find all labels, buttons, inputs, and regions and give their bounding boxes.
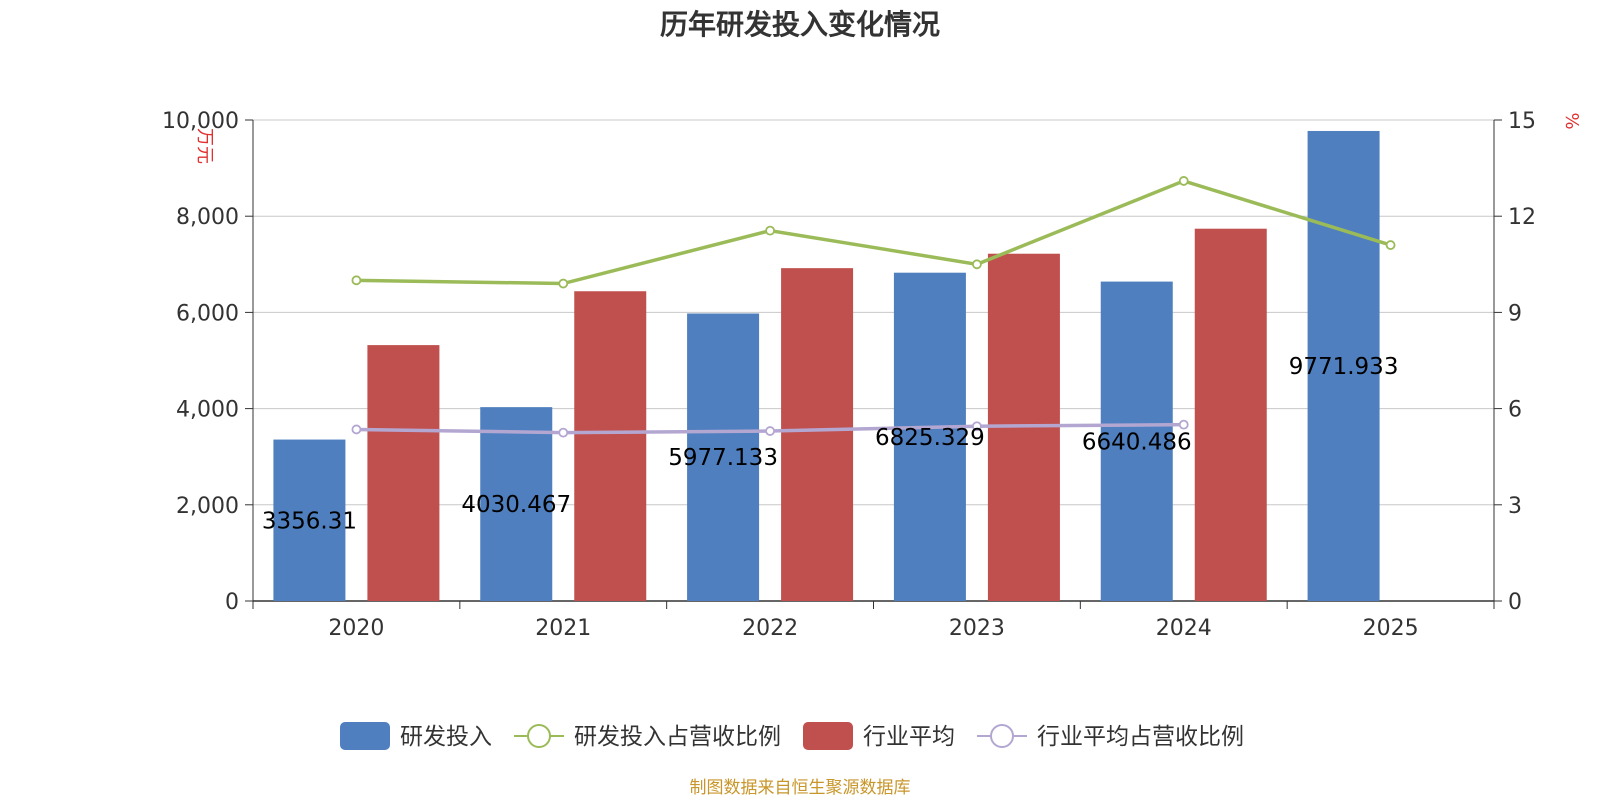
x-tick-label: 2025 <box>1363 616 1419 641</box>
legend-swatch-研发投入 <box>340 722 390 750</box>
y-left-tick-label: 8,000 <box>176 205 239 230</box>
y-right-tick-label: 12 <box>1508 205 1536 230</box>
legend-label: 行业平均占营收比例 <box>1037 724 1244 750</box>
bar-行业平均 <box>781 268 854 601</box>
y-left-tick-label: 4,000 <box>176 398 239 423</box>
legend-label: 行业平均 <box>863 724 955 750</box>
legend-label: 研发投入 <box>400 724 492 750</box>
point-研发投入占营收比例 <box>765 225 775 236</box>
bar-研发投入 <box>1307 130 1380 601</box>
data-label: 6640.486 <box>1082 429 1192 455</box>
line-研发投入占营收比例 <box>356 179 1392 286</box>
y-left-tick-label: 0 <box>225 590 239 615</box>
bar-行业平均 <box>367 345 440 601</box>
bar-行业平均 <box>574 291 647 601</box>
point-行业平均占营收比例 <box>972 421 982 432</box>
y-right-unit: % <box>1561 112 1582 129</box>
y-left-tick-label: 6,000 <box>176 301 239 326</box>
legend-marker-行业平均占营收比例 <box>990 724 1014 748</box>
y-right-tick-label: 15 <box>1508 109 1536 134</box>
data-label: 9771.933 <box>1289 354 1399 380</box>
y-left-tick-label: 10,000 <box>162 109 239 134</box>
y-right-tick-label: 9 <box>1508 301 1522 326</box>
y-right-tick-label: 6 <box>1508 398 1522 423</box>
point-研发投入占营收比例 <box>558 278 569 289</box>
x-tick-label: 2021 <box>535 616 591 641</box>
data-label: 6825.329 <box>875 425 985 451</box>
y-right-tick-label: 3 <box>1508 494 1522 519</box>
grid-lines <box>253 119 1494 506</box>
lines <box>351 176 1396 438</box>
point-行业平均占营收比例 <box>558 427 569 438</box>
source-note: 制图数据来自恒生聚源数据库 <box>690 778 911 798</box>
point-行业平均占营收比例 <box>765 426 775 436</box>
bar-研发投入 <box>687 313 760 601</box>
x-tick-label: 2020 <box>328 616 384 641</box>
axes: 0 2,000 4,000 6,000 8,000 10,000 0 3 6 9 12 15 万元% 20… <box>162 109 1582 641</box>
bar-研发投入 <box>893 272 966 601</box>
bar-研发投入 <box>1100 281 1173 601</box>
legend-label: 研发投入占营收比例 <box>574 724 781 750</box>
legend: 研发投入 研发投入占营收比例 行业平均 行业平均占营收比例 <box>340 722 1244 750</box>
data-labels: 3356.31 4030.467 5977.133 6825.329 6640.486 9… <box>262 354 1399 534</box>
point-研发投入占营收比例 <box>1178 176 1189 186</box>
y-right-tick-label: 0 <box>1508 590 1522 615</box>
bar-行业平均 <box>1194 228 1267 601</box>
bar-研发投入 <box>273 439 346 601</box>
point-行业平均占营收比例 <box>1178 419 1189 430</box>
bar-研发投入 <box>480 407 553 601</box>
data-label: 5977.133 <box>668 445 778 471</box>
data-label: 4030.467 <box>461 492 571 518</box>
y-left-unit: 万元 <box>194 128 215 164</box>
data-label: 3356.31 <box>262 508 357 534</box>
x-tick-label: 2022 <box>742 616 798 641</box>
x-tick-label: 2024 <box>1156 616 1212 641</box>
y-left-tick-label: 2,000 <box>176 494 239 519</box>
bars <box>273 130 1380 601</box>
legend-swatch-行业平均 <box>803 722 853 750</box>
point-行业平均占营收比例 <box>351 424 362 435</box>
point-研发投入占营收比例 <box>1385 240 1396 250</box>
point-研发投入占营收比例 <box>972 259 982 270</box>
x-tick-label: 2023 <box>949 616 1005 641</box>
point-研发投入占营收比例 <box>351 275 362 286</box>
chart-title: 历年研发投入变化情况 <box>660 8 940 41</box>
legend-marker-研发投入占营收比例 <box>527 724 551 748</box>
